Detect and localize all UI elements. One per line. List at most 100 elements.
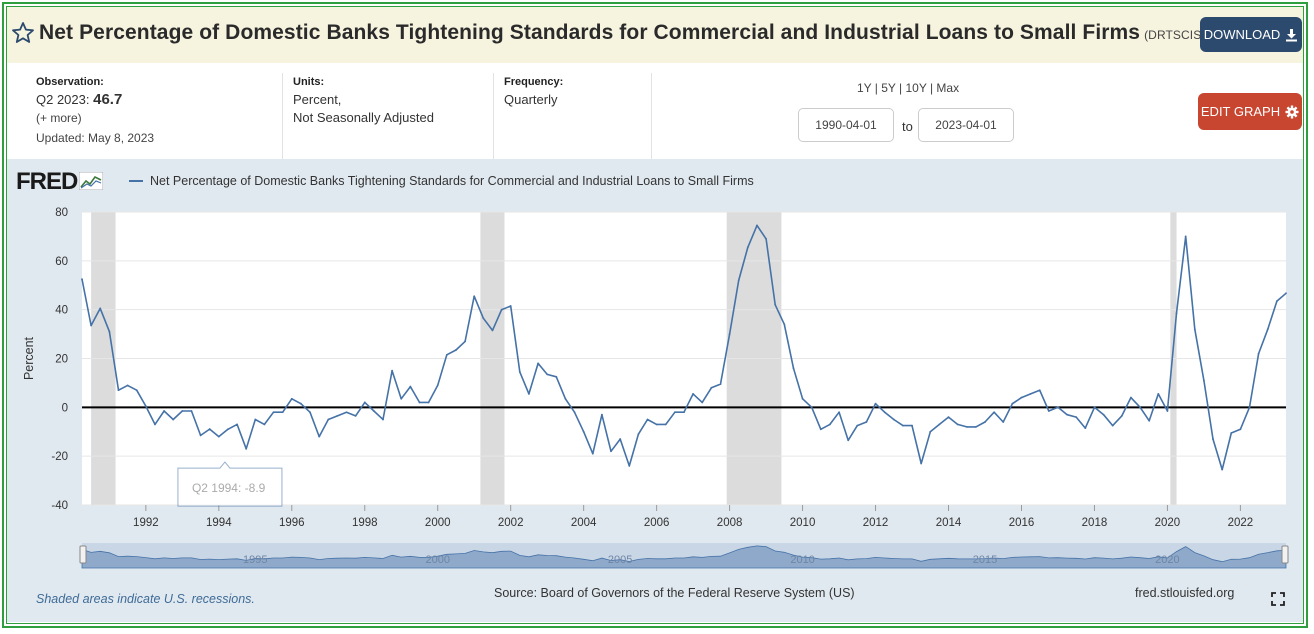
data-point: [838, 411, 840, 414]
data-point: [938, 423, 941, 426]
data-point: [354, 414, 357, 417]
data-point: [1002, 421, 1005, 423]
data-point: [290, 397, 293, 400]
data-point: [1020, 396, 1023, 399]
data-point: [1157, 393, 1160, 395]
data-point: [99, 307, 102, 310]
data-point: [783, 323, 786, 326]
data-point: [199, 434, 202, 437]
navigator-handle[interactable]: [1281, 545, 1289, 564]
data-point: [327, 418, 330, 421]
data-point: [728, 333, 731, 335]
data-point: [245, 447, 248, 450]
data-point: [1248, 406, 1251, 409]
observation-label: Observation:: [36, 76, 104, 88]
date-to-input[interactable]: 2023-04-01: [918, 108, 1014, 142]
date-from-input[interactable]: 1990-04-01: [798, 108, 894, 142]
y-tick-label: -40: [51, 500, 68, 512]
line-chart[interactable]: -40 -20 0 20 40 60 80 Percent 1992 1994 1996 1998 20…: [7, 159, 1303, 622]
data-point: [163, 410, 165, 412]
x-tick-label: 2010: [790, 517, 816, 529]
data-point: [281, 411, 284, 414]
x-tick-label: 2022: [1228, 517, 1254, 529]
data-point: [190, 410, 193, 412]
x-tick-label: 1998: [352, 517, 378, 529]
edit-graph-button[interactable]: EDIT GRAPH: [1198, 93, 1302, 130]
data-point: [309, 411, 311, 414]
more-link[interactable]: (+ more): [36, 111, 82, 125]
navigator-handle[interactable]: [79, 545, 87, 564]
data-point: [1102, 413, 1105, 416]
data-point: [984, 421, 986, 423]
download-icon: [1286, 28, 1298, 41]
data-point: [1266, 328, 1269, 331]
data-point: [847, 439, 850, 442]
data-point: [1275, 300, 1278, 303]
data-point: [445, 353, 448, 356]
tooltip-box: [177, 461, 283, 507]
site-link[interactable]: fred.stlouisfed.org: [1135, 586, 1235, 600]
fullscreen-icon[interactable]: [1271, 592, 1285, 606]
data-point: [1075, 416, 1078, 418]
recession-note: Shaded areas indicate U.S. recessions.: [36, 592, 255, 606]
navigator-label: 2010: [790, 554, 814, 566]
data-point: [765, 237, 767, 240]
data-point: [509, 305, 512, 307]
data-point: [1285, 292, 1287, 295]
tooltip-label: Q2 1994:: [192, 481, 245, 495]
y-tick-label: 40: [55, 305, 68, 317]
data-point: [819, 428, 822, 431]
data-point: [637, 433, 640, 436]
navigator-label: 2005: [608, 554, 632, 566]
data-point: [1130, 396, 1132, 399]
x-tick-label: 2002: [498, 517, 524, 529]
data-point: [546, 373, 549, 376]
updated-date: Updated: May 8, 2023: [36, 131, 155, 145]
navigator-series: [81, 545, 1287, 569]
data-point: [144, 405, 147, 408]
page-title: Net Percentage of Domestic Banks Tighten…: [39, 21, 1205, 45]
tooltip-text: Q2 1994: -8.9: [192, 481, 266, 495]
data-point: [673, 411, 676, 414]
data-point: [227, 428, 229, 431]
data-point: [601, 413, 603, 416]
data-point: [464, 340, 466, 343]
page-frame-inner: [6, 6, 1304, 624]
navigator-label: 2020: [1155, 554, 1179, 566]
data-point: [400, 397, 403, 400]
data-point: [409, 385, 412, 388]
series-meta: Observation: Q2 2023: 46.7 (+ more) Upda…: [7, 63, 1303, 159]
data-point: [683, 411, 685, 414]
data-point: [90, 324, 93, 327]
download-button[interactable]: DOWNLOAD: [1200, 17, 1302, 52]
data-point: [455, 349, 457, 351]
divider: [282, 73, 283, 159]
data-point: [1166, 410, 1169, 412]
data-point: [363, 401, 366, 404]
x-tick-label: 2008: [717, 517, 743, 529]
navigator-label: 2015: [973, 554, 997, 566]
data-point: [336, 414, 339, 417]
to-label: to: [902, 119, 913, 134]
units-block: Units: Percent, Not Seasonally Adjusted: [293, 73, 434, 127]
data-point: [500, 308, 503, 311]
data-point: [117, 389, 120, 392]
data-point: [591, 452, 594, 455]
data-point: [756, 224, 758, 227]
data-point: [801, 397, 804, 400]
data-point: [1148, 419, 1151, 422]
observation-value: 46.7: [93, 91, 123, 108]
data-point: [719, 383, 722, 386]
data-point: [564, 397, 567, 400]
frequency-label: Frequency:: [504, 76, 564, 88]
gear-icon: [1285, 105, 1299, 118]
data-point: [1038, 389, 1041, 392]
data-point: [628, 465, 631, 467]
data-point: [582, 430, 585, 433]
observation-block: Observation: Q2 2023: 46.7 (+ more) Upda…: [36, 73, 154, 147]
data-point: [473, 295, 476, 298]
star-outline-icon[interactable]: [11, 21, 35, 45]
range-selector[interactable]: 1Y | 5Y | 10Y | Max: [857, 81, 960, 95]
chart-legend: Net Percentage of Domestic Banks Tighten…: [129, 174, 754, 188]
